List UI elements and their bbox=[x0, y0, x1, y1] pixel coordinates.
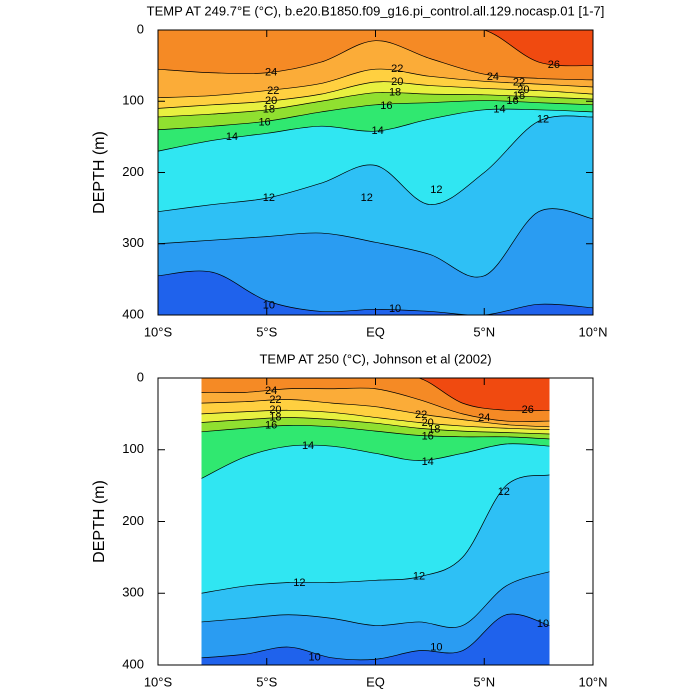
y-tick-label: 200 bbox=[122, 164, 144, 179]
contour-label: 22 bbox=[269, 394, 281, 406]
x-tick-label: 5°N bbox=[473, 674, 495, 689]
contour-label: 24 bbox=[265, 385, 277, 397]
contour-label: 10 bbox=[263, 300, 275, 312]
contour-label: 20 bbox=[422, 417, 434, 429]
contour-label: 16 bbox=[258, 117, 270, 129]
isotherm-line bbox=[158, 30, 593, 67]
contour-label: 26 bbox=[548, 59, 560, 71]
temperature-band bbox=[201, 571, 550, 665]
x-tick-label: 10°S bbox=[144, 324, 173, 339]
contour-label: 10 bbox=[308, 652, 320, 664]
contour-label: 16 bbox=[380, 100, 392, 112]
contour-label: 20 bbox=[269, 404, 281, 416]
contour-label: 12 bbox=[430, 184, 442, 196]
contour-label: 26 bbox=[522, 404, 534, 416]
y-tick-label: 0 bbox=[137, 21, 144, 36]
y-tick-label: 400 bbox=[122, 306, 144, 321]
isotherm-line bbox=[201, 474, 550, 594]
isotherm-line bbox=[158, 92, 593, 118]
contour-label: 18 bbox=[389, 87, 401, 99]
contour-label: 12 bbox=[413, 571, 425, 583]
contour-label: 16 bbox=[506, 95, 518, 107]
contour-label: 14 bbox=[226, 131, 238, 143]
isotherm-line bbox=[201, 409, 550, 431]
temperature-band bbox=[201, 613, 550, 665]
x-tick-label: 5°N bbox=[473, 324, 495, 339]
contour-label: 12 bbox=[537, 114, 549, 126]
chart-title: TEMP AT 249.7°E (°C), b.e20.B1850.f09_g1… bbox=[147, 3, 605, 18]
y-tick-label: 100 bbox=[122, 441, 144, 456]
contour-label: 18 bbox=[263, 104, 275, 116]
isotherm-line bbox=[201, 571, 550, 628]
x-tick-label: 10°N bbox=[578, 674, 607, 689]
x-tick-label: 5°S bbox=[256, 674, 277, 689]
isotherm-line bbox=[158, 68, 593, 99]
contour-label: 18 bbox=[269, 411, 281, 423]
isotherm-line bbox=[201, 417, 550, 435]
contour-label: 20 bbox=[391, 76, 403, 88]
isotherm-line bbox=[158, 81, 593, 109]
x-tick-label: EQ bbox=[366, 674, 385, 689]
contour-label: 18 bbox=[428, 424, 440, 436]
contour-label: 20 bbox=[517, 84, 529, 96]
x-tick-label: 10°N bbox=[578, 324, 607, 339]
contour-label: 14 bbox=[493, 104, 505, 116]
x-tick-label: 10°S bbox=[144, 674, 173, 689]
y-tick-label: 100 bbox=[122, 93, 144, 108]
isotherm-line bbox=[201, 387, 550, 422]
contour-label: 12 bbox=[293, 577, 305, 589]
contour-label: 24 bbox=[265, 67, 277, 79]
contour-label: 22 bbox=[391, 63, 403, 75]
contour-label: 22 bbox=[513, 77, 525, 89]
temperature-band bbox=[158, 270, 593, 315]
isotherm-line bbox=[158, 100, 593, 131]
contour-label: 10 bbox=[389, 303, 401, 315]
contour-label: 22 bbox=[415, 409, 427, 421]
contour-label: 12 bbox=[361, 192, 373, 204]
contour-label: 24 bbox=[478, 412, 490, 424]
contour-label: 14 bbox=[422, 456, 434, 468]
contour-label: 10 bbox=[537, 618, 549, 630]
contour-label: 16 bbox=[422, 431, 434, 443]
x-tick-label: 5°S bbox=[256, 324, 277, 339]
isotherm-line bbox=[201, 378, 550, 412]
isotherm-line bbox=[158, 108, 593, 152]
isotherm-line bbox=[201, 399, 550, 428]
x-tick-label: EQ bbox=[366, 324, 385, 339]
isotherm-line bbox=[158, 115, 593, 213]
contour-label: 14 bbox=[302, 440, 314, 452]
isotherm-line bbox=[201, 424, 550, 440]
y-tick-label: 200 bbox=[122, 513, 144, 528]
y-axis-label: DEPTH (m) bbox=[91, 480, 108, 563]
contour-label: 24 bbox=[487, 71, 499, 83]
temperature-band bbox=[158, 208, 593, 315]
y-tick-label: 400 bbox=[122, 656, 144, 671]
contour-label: 22 bbox=[267, 85, 279, 97]
contour-label: 16 bbox=[265, 419, 277, 431]
contour-label: 14 bbox=[372, 125, 384, 137]
contour-label: 20 bbox=[265, 95, 277, 107]
contour-label: 10 bbox=[430, 642, 442, 654]
contour-label: 12 bbox=[263, 192, 275, 204]
y-tick-label: 300 bbox=[122, 585, 144, 600]
y-tick-label: 0 bbox=[137, 369, 144, 384]
contour-label: 12 bbox=[498, 486, 510, 498]
isotherm-line bbox=[158, 208, 593, 278]
isotherm-line bbox=[158, 40, 593, 81]
contour-label: 18 bbox=[513, 90, 525, 102]
isotherm-line bbox=[201, 443, 550, 479]
y-axis-label: DEPTH (m) bbox=[91, 131, 108, 214]
y-tick-label: 300 bbox=[122, 235, 144, 250]
chart-title: TEMP AT 250 (°C), Johnson et al (2002) bbox=[259, 351, 491, 366]
